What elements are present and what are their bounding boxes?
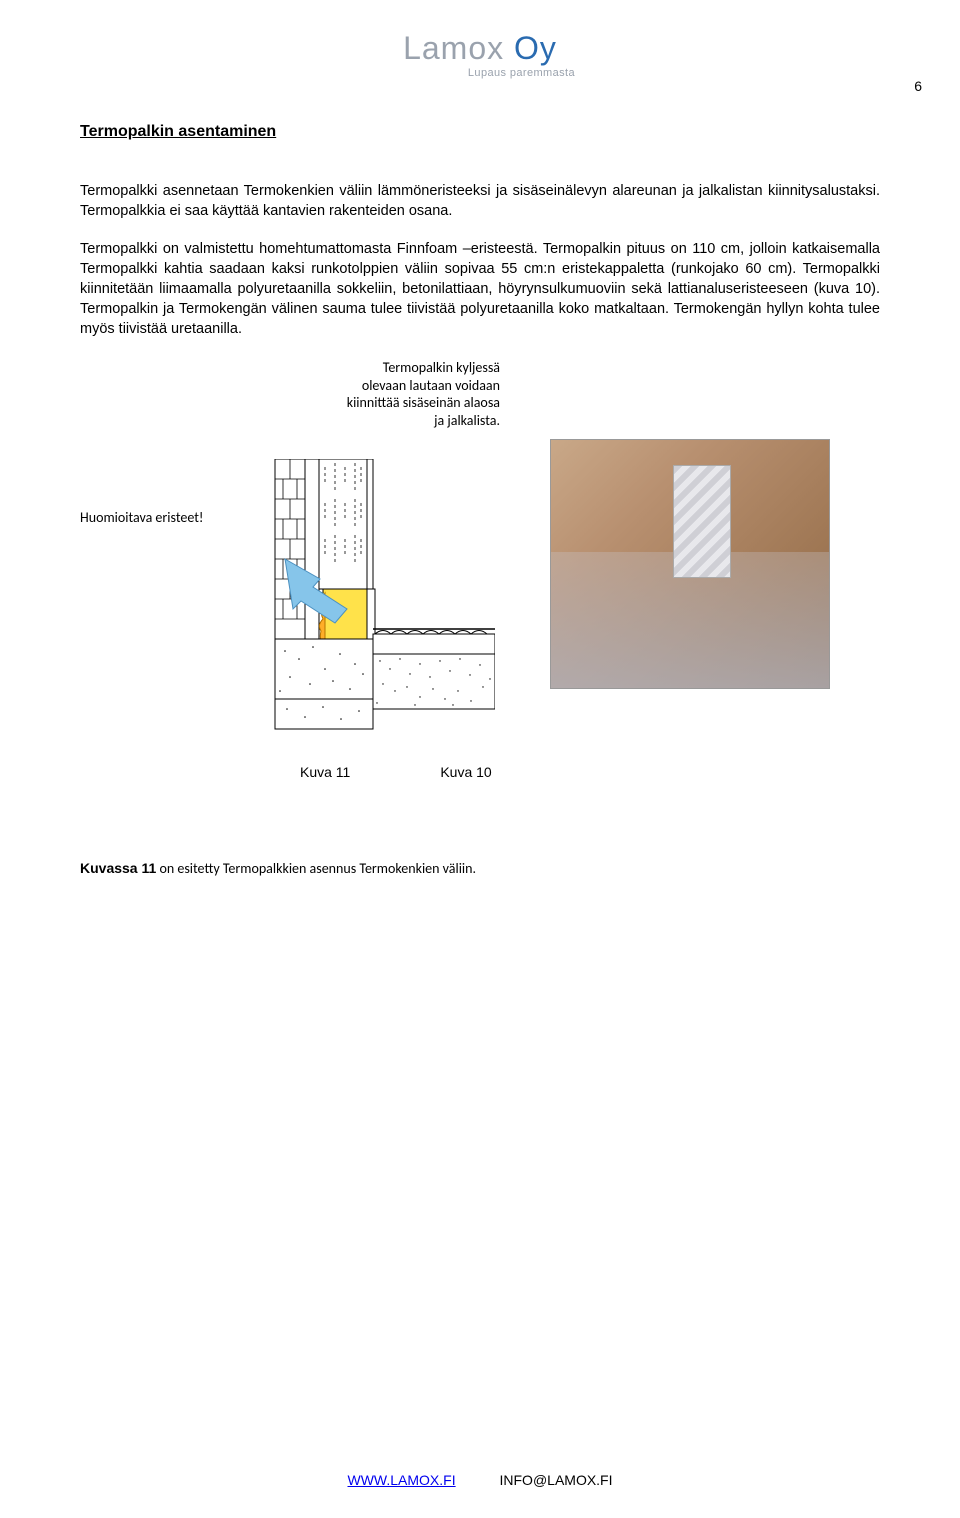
bottom-note-text: on esitetty Termopalkkien asennus Termok… (156, 860, 476, 877)
bottom-note-bold: Kuvassa 11 (80, 860, 156, 876)
footer-email: INFO@LAMOX.FI (500, 1472, 613, 1488)
install-photo (550, 439, 830, 689)
diagram-annotation: Termopalkin kyljessä olevaan lautaan voi… (340, 359, 500, 429)
company-suffix: Oy (514, 30, 557, 66)
document-header: Lamox Oy Lupaus paremmasta (80, 30, 880, 79)
bottom-note: Kuvassa 11 on esitetty Termopalkkien ase… (80, 860, 880, 877)
company-logo: Lamox Oy (80, 30, 880, 67)
cross-section-diagram (265, 459, 495, 749)
paragraph-intro: Termopalkki asennetaan Termokenkien väli… (80, 181, 880, 221)
caption-kuva10: Kuva 10 (440, 764, 491, 780)
section-title: Termopalkin asentaminen (80, 123, 880, 141)
footer-url[interactable]: WWW.LAMOX.FI (348, 1472, 456, 1488)
figure-captions: Kuva 11 Kuva 10 (300, 764, 880, 780)
figure-row: Huomioitava eristeet! Termopalkin kyljes… (80, 359, 880, 754)
company-name: Lamox (403, 30, 504, 66)
caption-kuva11: Kuva 11 (300, 764, 350, 780)
left-annotation: Huomioitava eristeet! (80, 359, 240, 526)
paragraph-details: Termopalkki on valmistettu homehtumattom… (80, 239, 880, 339)
diagram-container: Termopalkin kyljessä olevaan lautaan voi… (240, 359, 520, 754)
company-tagline: Lupaus paremmasta (80, 67, 575, 79)
page-footer: WWW.LAMOX.FI INFO@LAMOX.FI (0, 1472, 960, 1488)
page-number: 6 (914, 78, 922, 94)
